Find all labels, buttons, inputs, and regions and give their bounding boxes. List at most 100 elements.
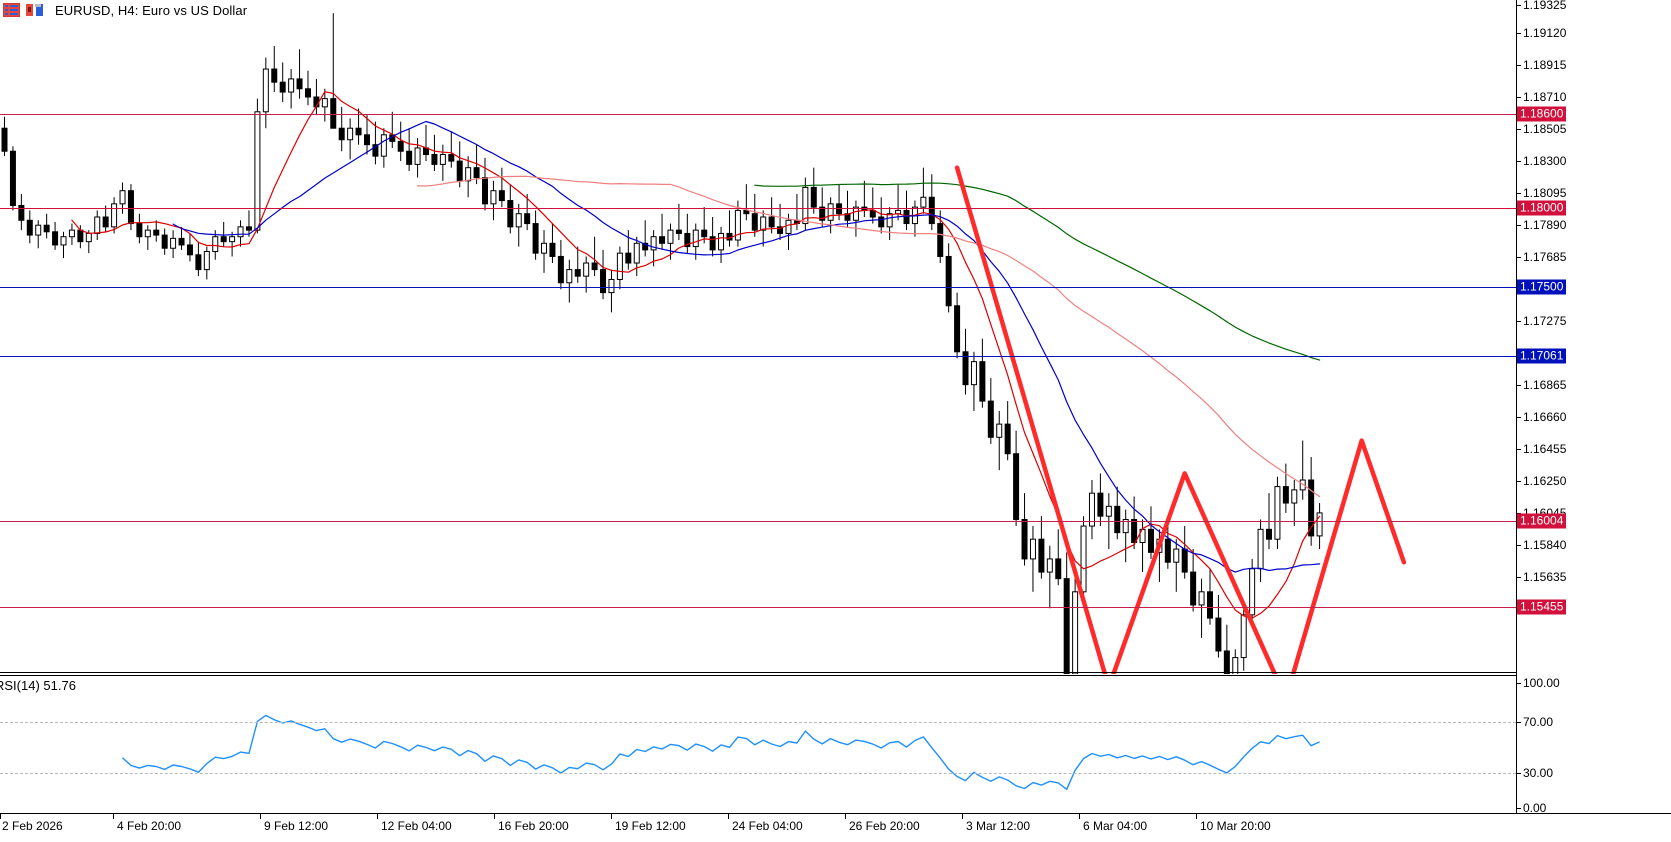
- price-tick: [1516, 577, 1521, 578]
- time-tick-label: 24 Feb 04:00: [732, 819, 803, 833]
- time-tick-label: 12 Feb 04:00: [381, 819, 452, 833]
- price-tick-label: 1.18505: [1523, 122, 1567, 136]
- price-tick: [1516, 321, 1521, 322]
- price-level-tag[interactable]: 1.16004: [1517, 513, 1567, 529]
- time-tick: [377, 813, 378, 819]
- time-tick-label: 10 Mar 20:00: [1200, 819, 1271, 833]
- panel-separator-top: [0, 672, 1516, 673]
- price-tick: [1516, 481, 1521, 482]
- time-tick-label: 4 Feb 20:00: [117, 819, 182, 833]
- time-tick-label: 16 Feb 20:00: [498, 819, 569, 833]
- price-tick-label: 1.19120: [1523, 26, 1567, 40]
- price-tick-label: 1.16455: [1523, 442, 1567, 456]
- price-tick: [1516, 385, 1521, 386]
- price-tick: [1516, 161, 1521, 162]
- price-level-tag[interactable]: 1.18600: [1517, 106, 1567, 122]
- ma-mid-blue: [172, 120, 1321, 573]
- support-1.17500[interactable]: [0, 287, 1516, 288]
- price-tick-label: 1.19325: [1523, 0, 1567, 12]
- resistance-1.18600[interactable]: [0, 114, 1516, 115]
- price-tick-label: 1.17890: [1523, 218, 1567, 232]
- price-tick-label: 1.16250: [1523, 474, 1567, 488]
- ma-slow-pink: [417, 175, 1321, 498]
- time-axis[interactable]: 2 Feb 2026 4 Feb 20:00 9 Feb 12:00 12 Feb 0…: [0, 813, 1671, 842]
- panel-separator-bottom: [0, 675, 1516, 676]
- rsi-indicator-panel[interactable]: RSI(14) 51.76: [0, 678, 1516, 813]
- price-tick: [1516, 65, 1521, 66]
- price-tick: [1516, 257, 1521, 258]
- time-tick-label: 3 Mar 12:00: [966, 819, 1031, 833]
- time-tick-label: 2 Feb 2026: [2, 819, 63, 833]
- time-tick: [0, 813, 1, 819]
- time-tick: [1196, 813, 1197, 819]
- time-tick: [611, 813, 612, 819]
- rsi-band-30.00: [0, 773, 1516, 774]
- time-tick-label: 26 Feb 20:00: [849, 819, 920, 833]
- candlestick-icon[interactable]: [26, 2, 43, 18]
- price-tick-label: 1.18095: [1523, 186, 1567, 200]
- rsi-axis-spine: [1516, 675, 1517, 813]
- time-tick-label: 9 Feb 12:00: [264, 819, 329, 833]
- price-tick: [1516, 5, 1521, 6]
- chart-header: EURUSD, H4: Euro vs US Dollar: [0, 0, 1671, 20]
- bar-chart-icon[interactable]: [3, 2, 20, 18]
- rsi-tick: [1516, 722, 1521, 723]
- rsi-tick: [1516, 683, 1521, 684]
- time-tick: [494, 813, 495, 819]
- ma-fast-red: [71, 91, 1321, 619]
- rsi-label: RSI(14) 51.76: [0, 678, 76, 693]
- time-tick: [113, 813, 114, 819]
- price-plot: [1, 13, 1407, 674]
- price-level-tag[interactable]: 1.17061: [1517, 348, 1567, 364]
- price-tick: [1516, 33, 1521, 34]
- rsi-axis[interactable]: 100.00 70.00 30.00 0.00: [1516, 675, 1671, 815]
- time-tick-label: 6 Mar 04:00: [1083, 819, 1148, 833]
- price-tick: [1516, 545, 1521, 546]
- candlestick-series: [1, 13, 1323, 674]
- price-level-tag[interactable]: 1.17500: [1517, 279, 1567, 295]
- price-tick-label: 1.18710: [1523, 90, 1567, 104]
- price-tick: [1516, 449, 1521, 450]
- price-tick-label: 1.17685: [1523, 250, 1567, 264]
- rsi-tick: [1516, 808, 1521, 809]
- time-tick: [1079, 813, 1080, 819]
- price-level-tag[interactable]: 1.15455: [1517, 599, 1567, 615]
- rsi-line: [122, 714, 1320, 790]
- time-tick-label: 19 Feb 12:00: [615, 819, 686, 833]
- time-tick: [845, 813, 846, 819]
- price-tick-label: 1.18915: [1523, 58, 1567, 72]
- price-level-tag[interactable]: 1.18000: [1517, 200, 1567, 216]
- price-tick-label: 1.15840: [1523, 538, 1567, 552]
- rsi-tick-label: 0.00: [1523, 801, 1547, 815]
- price-tick-label: 1.17275: [1523, 314, 1567, 328]
- support-1.17061[interactable]: [0, 356, 1516, 357]
- rsi-tick-label: 100.00: [1523, 676, 1560, 690]
- price-tick-label: 1.15635: [1523, 570, 1567, 584]
- price-tick: [1516, 129, 1521, 130]
- price-tick-label: 1.16865: [1523, 378, 1567, 392]
- resistance-1.18000[interactable]: [0, 208, 1516, 209]
- time-tick: [728, 813, 729, 819]
- price-tick-label: 1.16660: [1523, 410, 1567, 424]
- rsi-tick: [1516, 773, 1521, 774]
- chart-title: EURUSD, H4: Euro vs US Dollar: [55, 2, 248, 18]
- price-chart-panel[interactable]: [0, 0, 1516, 674]
- time-tick: [962, 813, 963, 819]
- time-tick: [260, 813, 261, 819]
- price-tick: [1516, 193, 1521, 194]
- ma-very-slow-green: [754, 182, 1321, 361]
- support-1.15455[interactable]: [0, 607, 1516, 608]
- zigzag-indicator: [954, 165, 1407, 674]
- price-tick: [1516, 97, 1521, 98]
- rsi-band-70.00: [0, 722, 1516, 723]
- price-axis-spine: [1516, 0, 1517, 813]
- support-1.16004[interactable]: [0, 521, 1516, 522]
- price-tick-label: 1.18300: [1523, 154, 1567, 168]
- price-tick: [1516, 417, 1521, 418]
- rsi-tick-label: 70.00: [1523, 715, 1554, 729]
- time-axis-spine: [0, 813, 1671, 814]
- rsi-tick-label: 30.00: [1523, 766, 1554, 780]
- rsi-plot: [122, 714, 1320, 790]
- price-axis[interactable]: 1.19325 1.19120 1.18915 1.18710 1.18505 1.183…: [1516, 0, 1671, 813]
